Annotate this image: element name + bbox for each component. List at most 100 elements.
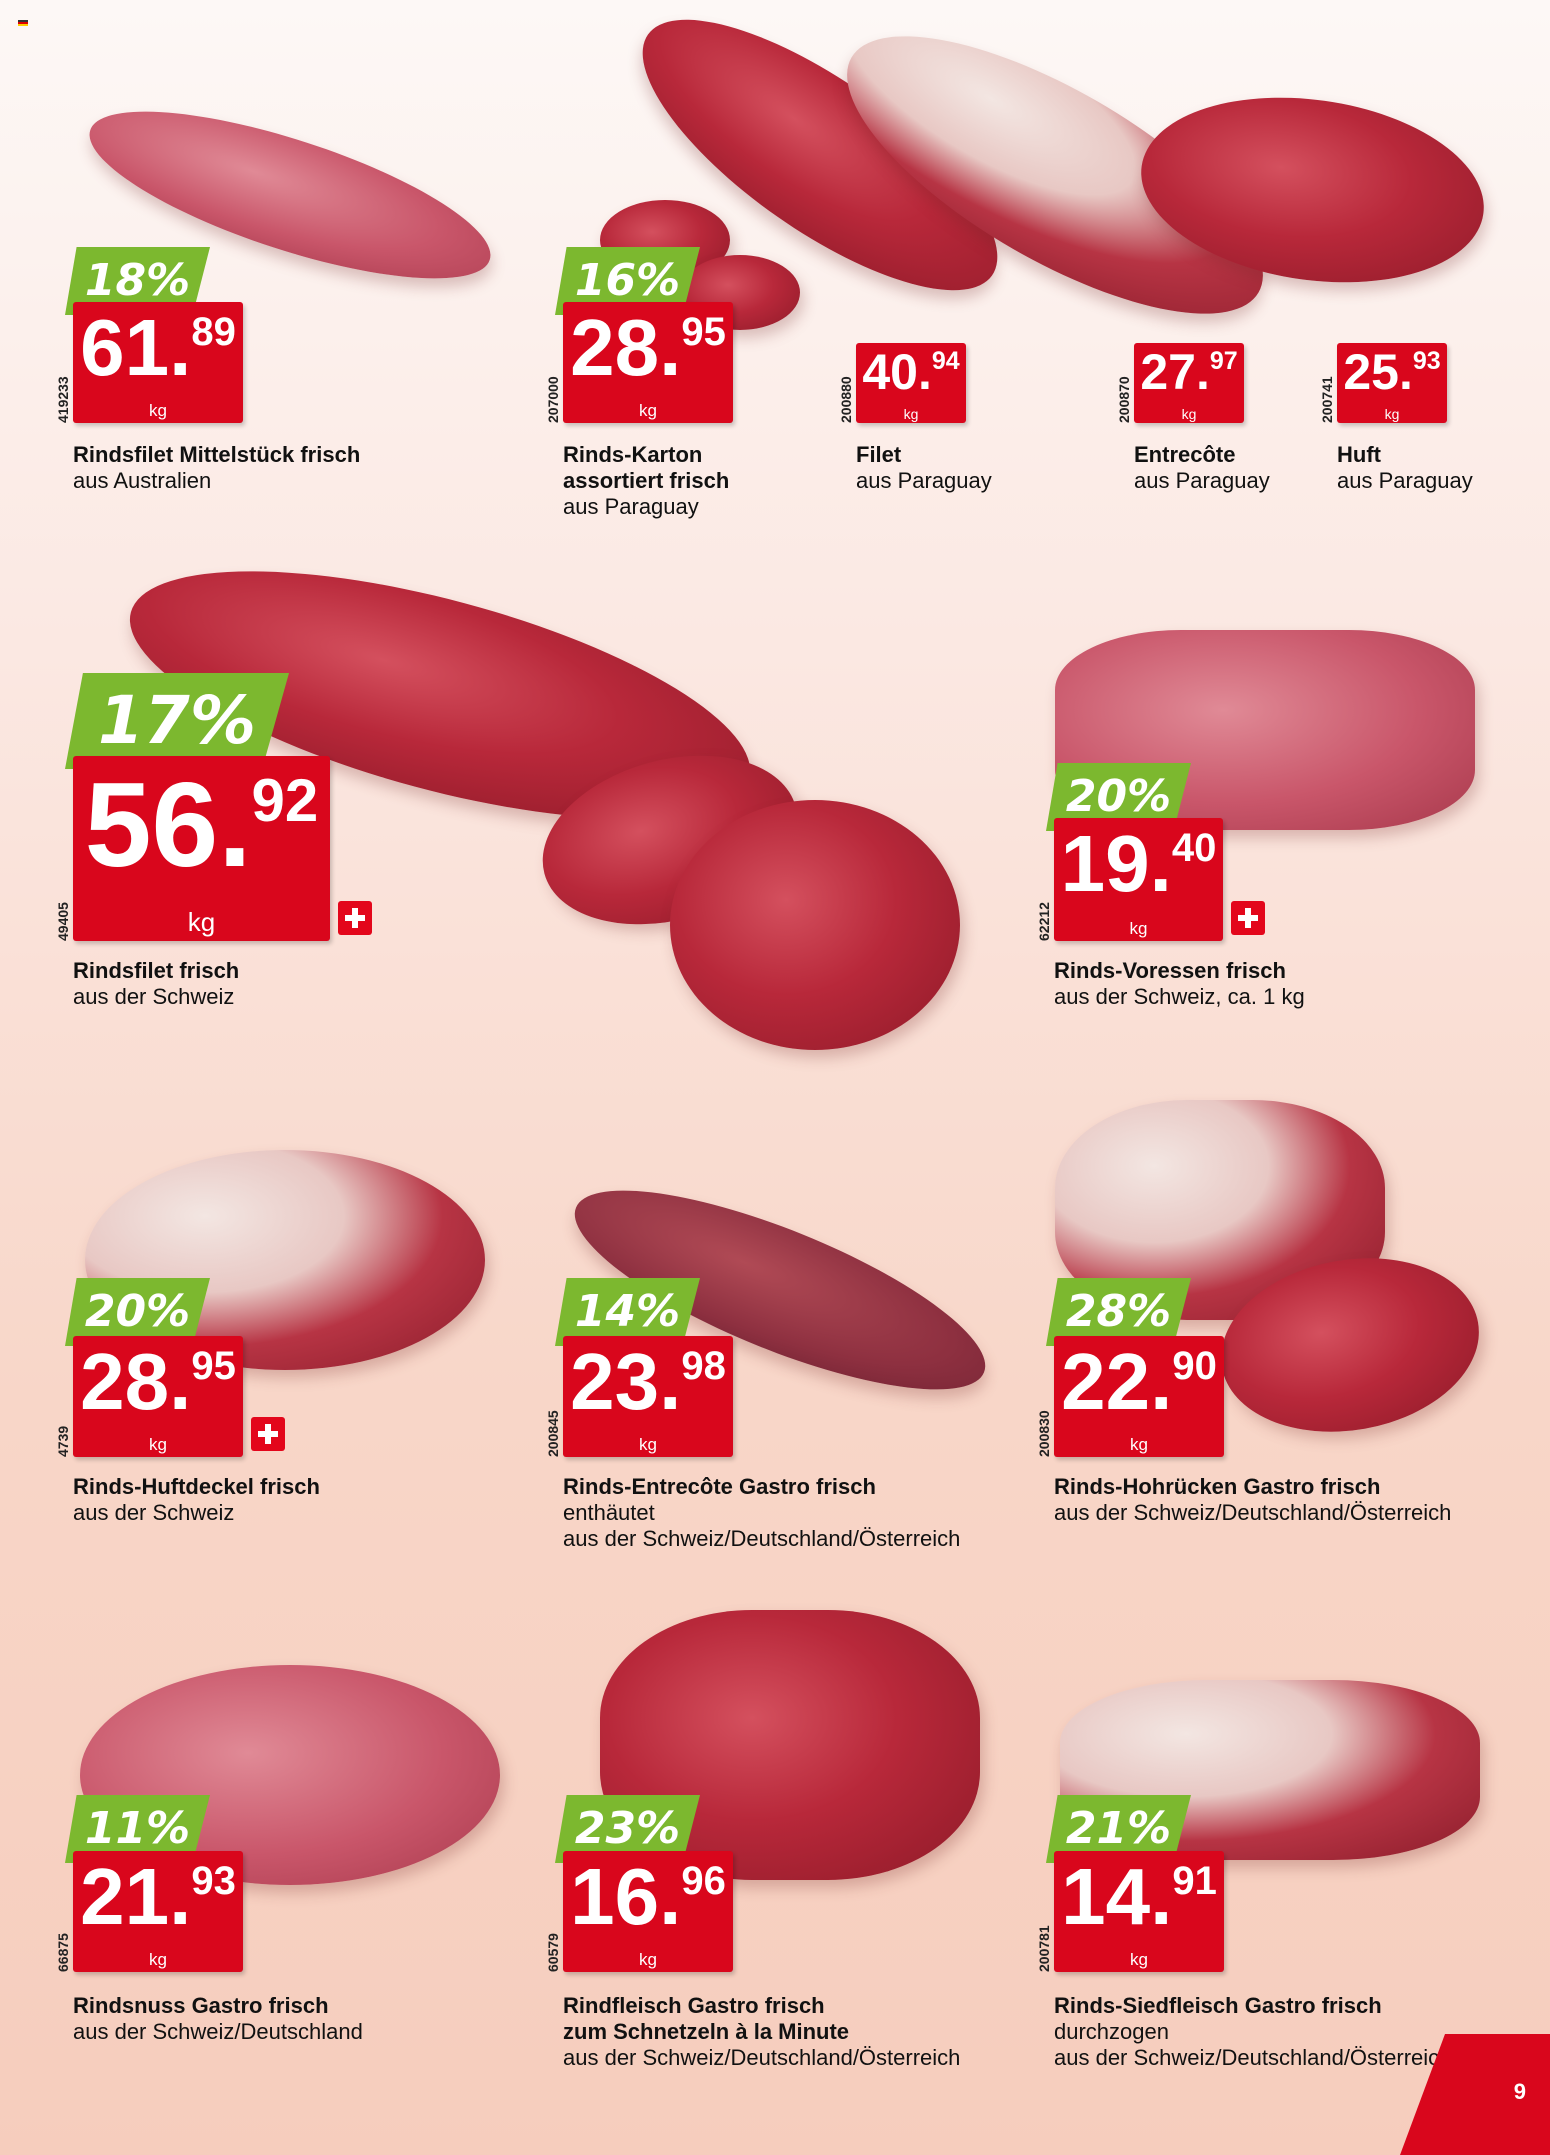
- price-integer: 28: [570, 303, 660, 392]
- product-description: Rindsnuss Gastro frisch aus der Schweiz/D…: [73, 1993, 363, 2045]
- product-title: Rindfleisch Gastro frisch: [563, 1993, 825, 2018]
- price-dot: .: [659, 1337, 682, 1426]
- discount-badge: 28%: [1046, 1278, 1191, 1346]
- swiss-cross-icon: [338, 901, 372, 935]
- article-code: 419233: [55, 376, 71, 423]
- price-decimals: 95: [681, 310, 726, 354]
- product-origin: aus Paraguay: [1134, 468, 1270, 493]
- product-title: Rindsnuss Gastro frisch: [73, 1993, 329, 2018]
- page-number: 9: [1513, 2079, 1526, 2104]
- price-unit: kg: [639, 1950, 657, 1969]
- price-integer: 23: [570, 1337, 660, 1426]
- price-box: 56 . 92 kg: [73, 756, 330, 941]
- product-description: Rinds-Entrecôte Gastro frisch enthäutet au…: [563, 1474, 960, 1552]
- product-title: Rinds-Siedfleisch Gastro frisch: [1054, 1993, 1382, 2018]
- price-unit: kg: [1181, 406, 1197, 422]
- product-description: Rindsfilet Mittelstück frisch aus Austral…: [73, 442, 360, 494]
- article-code: 60579: [545, 1933, 561, 1972]
- product-title: Huft: [1337, 442, 1381, 467]
- article-code: 49405: [55, 902, 71, 941]
- product-description: Huft aus Paraguay: [1337, 442, 1473, 494]
- article-code: 200781: [1036, 1925, 1052, 1972]
- price-unit: kg: [1130, 1435, 1148, 1454]
- product-origin: aus der Schweiz: [73, 1500, 235, 1525]
- price-decimals: 40: [1171, 826, 1217, 870]
- price-value: 28 . 95: [73, 1342, 243, 1422]
- product-title: zum Schnetzeln à la Minute: [563, 2019, 850, 2044]
- price-integer: 21: [80, 1852, 170, 1941]
- product-title: Rinds-Huftdeckel frisch: [73, 1474, 320, 1499]
- price-dot: .: [659, 303, 682, 392]
- product-origin: enthäutet: [563, 1500, 655, 1525]
- product-description: Rindsfilet frisch aus der Schweiz: [73, 958, 239, 1010]
- article-code: 200870: [1116, 376, 1132, 423]
- price-decimals: 97: [1209, 347, 1238, 375]
- price-unit: kg: [1129, 919, 1148, 938]
- article-code: 66875: [55, 1933, 71, 1972]
- price-unit: kg: [149, 1435, 167, 1454]
- discount-badge: 17%: [65, 673, 289, 769]
- price-decimals: 89: [191, 310, 236, 354]
- article-code: 62212: [1036, 902, 1052, 941]
- product-description: Rindfleisch Gastro frisch zum Schnetzeln …: [563, 1993, 960, 2071]
- article-code: 200830: [1036, 1410, 1052, 1457]
- discount-badge: 20%: [65, 1278, 210, 1346]
- price-value: 61 . 89: [73, 308, 243, 388]
- price-dot: .: [169, 1337, 192, 1426]
- price-integer: 22: [1061, 1337, 1151, 1426]
- product-origin: durchzogen: [1054, 2019, 1169, 2044]
- price-integer: 27: [1140, 344, 1196, 400]
- price-unit: kg: [149, 401, 167, 420]
- product-description: Rinds-Hohrücken Gastro frisch aus der Sch…: [1054, 1474, 1451, 1526]
- price-decimals: 91: [1172, 1859, 1217, 1903]
- price-integer: 14: [1061, 1852, 1151, 1941]
- price-box: 16 . 96 kg: [563, 1851, 733, 1972]
- price-dot: .: [1150, 1337, 1173, 1426]
- product-origin: aus der Schweiz, ca. 1 kg: [1054, 984, 1305, 1009]
- article-code: 207000: [545, 376, 561, 423]
- price-value: 21 . 93: [73, 1857, 243, 1937]
- price-value: 27 . 97: [1134, 347, 1244, 397]
- product-title: Rinds-Karton: [563, 442, 703, 467]
- price-integer: 16: [570, 1852, 660, 1941]
- product-title: Rinds-Voressen frisch: [1054, 958, 1286, 983]
- price-box: 19 . 40 kg: [1054, 818, 1223, 941]
- product-title: Rindsfilet Mittelstück frisch: [73, 442, 361, 467]
- price-dot: .: [169, 1852, 192, 1941]
- product-title: Entrecôte: [1134, 442, 1236, 467]
- product-description: Rinds-Siedfleisch Gastro frisch durchzoge…: [1054, 1993, 1451, 2071]
- price-box: 28 . 95 kg: [73, 1336, 243, 1457]
- price-box: 25 . 93 kg: [1337, 343, 1447, 423]
- product-origin: aus der Schweiz/Deutschland/Österreich: [563, 2045, 961, 2070]
- price-unit: kg: [639, 401, 657, 420]
- price-value: 25 . 93: [1337, 347, 1447, 397]
- price-decimals: 92: [251, 767, 319, 834]
- meat-image-rindsfilet-slice: [670, 800, 960, 1050]
- article-code: 200880: [838, 376, 854, 423]
- article-code: 200741: [1319, 376, 1335, 423]
- price-integer: 28: [80, 1337, 170, 1426]
- price-dot: .: [659, 1852, 682, 1941]
- price-decimals: 90: [1172, 1344, 1217, 1388]
- product-title: Filet: [856, 442, 902, 467]
- price-unit: kg: [903, 406, 919, 422]
- product-origin: aus Australien: [73, 468, 212, 493]
- price-integer: 61: [80, 303, 170, 392]
- price-dot: .: [1149, 819, 1172, 908]
- price-value: 28 . 95: [563, 308, 733, 388]
- price-dot: .: [917, 344, 932, 400]
- price-box: 28 . 95 kg: [563, 302, 733, 423]
- product-description: Rinds-Voressen frisch aus der Schweiz, ca…: [1054, 958, 1305, 1010]
- swiss-cross-icon: [251, 1417, 285, 1451]
- price-value: 40 . 94: [856, 347, 966, 397]
- price-box: 14 . 91 kg: [1054, 1851, 1224, 1972]
- price-unit: kg: [639, 1435, 657, 1454]
- flag-icon: [18, 20, 28, 26]
- price-integer: 19: [1060, 819, 1150, 908]
- price-value: 23 . 98: [563, 1342, 733, 1422]
- price-decimals: 95: [191, 1344, 236, 1388]
- price-integer: 40: [862, 344, 918, 400]
- price-box: 40 . 94 kg: [856, 343, 966, 423]
- product-origin: aus der Schweiz: [73, 984, 235, 1009]
- price-decimals: 96: [681, 1859, 726, 1903]
